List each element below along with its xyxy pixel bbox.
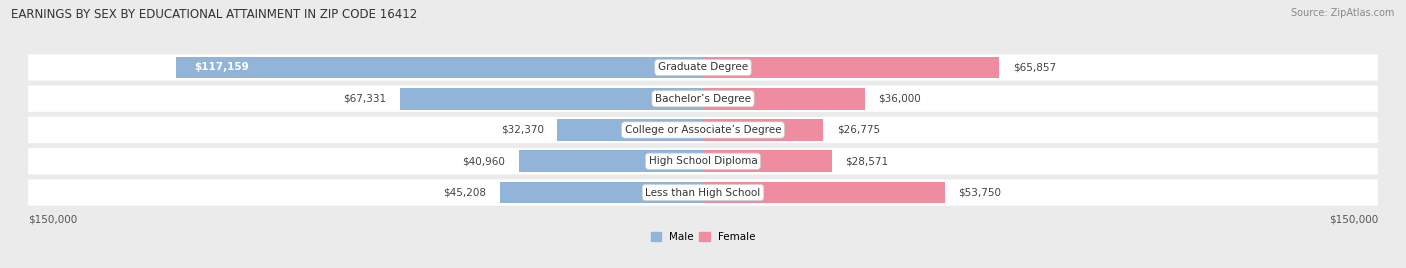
Bar — [703, 88, 865, 110]
Text: $28,571: $28,571 — [845, 156, 889, 166]
FancyBboxPatch shape — [28, 85, 1378, 112]
Text: $65,857: $65,857 — [1012, 62, 1056, 72]
Text: $26,775: $26,775 — [837, 125, 880, 135]
Legend: Male, Female: Male, Female — [647, 228, 759, 246]
Text: Less than High School: Less than High School — [645, 188, 761, 198]
Text: $32,370: $32,370 — [501, 125, 544, 135]
Text: $36,000: $36,000 — [879, 94, 921, 104]
Text: High School Diploma: High School Diploma — [648, 156, 758, 166]
Text: $45,208: $45,208 — [443, 188, 486, 198]
Text: $117,159: $117,159 — [194, 62, 249, 72]
Bar — [703, 150, 831, 172]
FancyBboxPatch shape — [28, 148, 1378, 174]
Text: Bachelor’s Degree: Bachelor’s Degree — [655, 94, 751, 104]
FancyBboxPatch shape — [28, 54, 1378, 81]
Text: $150,000: $150,000 — [1329, 214, 1378, 224]
Text: $40,960: $40,960 — [463, 156, 505, 166]
FancyBboxPatch shape — [28, 179, 1378, 206]
Text: $53,750: $53,750 — [959, 188, 1001, 198]
Bar — [401, 88, 703, 110]
Text: EARNINGS BY SEX BY EDUCATIONAL ATTAINMENT IN ZIP CODE 16412: EARNINGS BY SEX BY EDUCATIONAL ATTAINMEN… — [11, 8, 418, 21]
Text: $67,331: $67,331 — [343, 94, 387, 104]
Bar — [499, 182, 703, 203]
Text: Source: ZipAtlas.com: Source: ZipAtlas.com — [1291, 8, 1395, 18]
Bar — [703, 119, 824, 141]
Bar — [176, 57, 703, 79]
Bar — [703, 182, 945, 203]
Text: Graduate Degree: Graduate Degree — [658, 62, 748, 72]
Bar — [557, 119, 703, 141]
Text: $150,000: $150,000 — [28, 214, 77, 224]
FancyBboxPatch shape — [28, 117, 1378, 143]
Bar — [519, 150, 703, 172]
Text: College or Associate’s Degree: College or Associate’s Degree — [624, 125, 782, 135]
Bar — [703, 57, 1000, 79]
